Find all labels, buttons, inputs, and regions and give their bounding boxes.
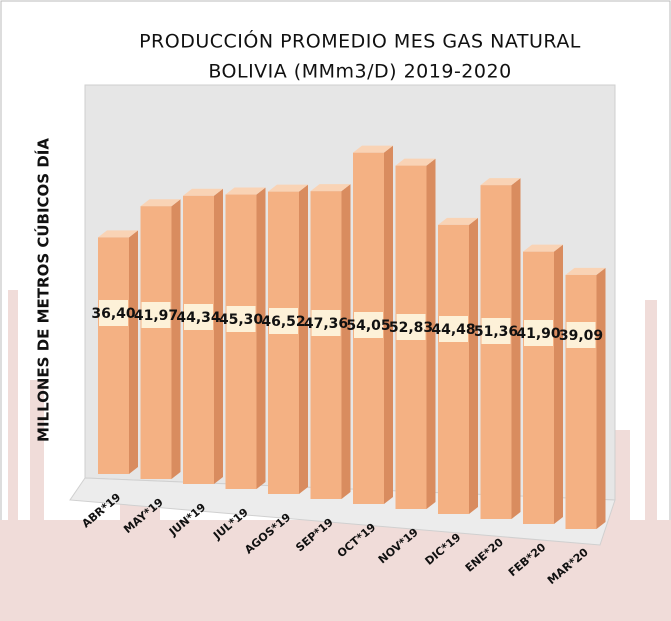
bar [566,275,597,529]
bar [311,191,342,499]
bar-side [172,199,181,479]
bar-side [299,185,308,494]
bar-side [257,188,266,489]
bar [141,206,172,479]
value-label: 54,05 [346,318,390,334]
bar [523,252,554,524]
bar [268,192,299,494]
bar-side [469,218,478,514]
bar-side [512,178,521,519]
bar [438,225,469,514]
value-label: 52,83 [389,320,433,336]
bar-side [597,268,606,529]
value-label: 44,48 [431,322,475,338]
y-axis-title: MILLONES DE METROS CÚBICOS DÍA [34,138,53,442]
value-label: 41,97 [134,308,178,324]
value-label: 41,90 [516,326,561,342]
bar [226,195,257,489]
bar-side [554,245,563,524]
bar-side [129,230,138,474]
chart: PRODUCCIÓN PROMEDIO MES GAS NATURAL BOLI… [0,0,671,621]
chart-title: PRODUCCIÓN PROMEDIO MES GAS NATURAL [139,29,581,53]
value-label: 51,36 [474,324,518,340]
bar-side [214,189,223,484]
value-label: 47,36 [304,316,348,332]
bar [183,196,214,484]
value-label: 44,34 [176,310,221,326]
bar [98,237,129,474]
value-label: 46,52 [261,314,305,330]
value-label: 39,09 [559,328,603,344]
value-label: 36,40 [91,306,136,322]
value-label: 45,30 [219,312,264,328]
chart-subtitle: BOLIVIA (MMm3/D) 2019-2020 [208,61,511,83]
bar-side [342,184,351,499]
bar [481,185,512,519]
